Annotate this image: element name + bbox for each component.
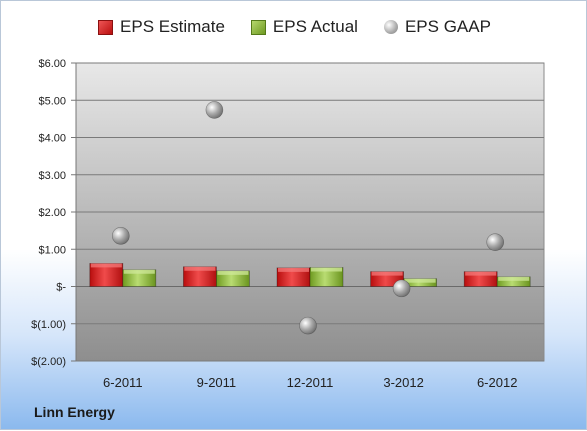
bar-eps-actual-top bbox=[217, 270, 249, 275]
legend-swatch-eps-actual bbox=[250, 19, 266, 35]
legend-item-eps-actual: EPS Actual bbox=[250, 17, 358, 37]
y-tick-label: $4.00 bbox=[38, 133, 66, 145]
legend-label-eps-actual: EPS Actual bbox=[272, 17, 358, 36]
x-tick-label: 3-2012 bbox=[383, 375, 423, 390]
y-tick-label: $6.00 bbox=[38, 58, 66, 70]
point-eps-gaap bbox=[299, 316, 317, 335]
legend-item-eps-estimate: EPS Estimate bbox=[98, 17, 225, 37]
point-eps-gaap bbox=[112, 227, 130, 245]
legend: EPS Estimate EPS Actual EPS GAAP bbox=[1, 17, 587, 37]
y-tick-label: $(1.00) bbox=[31, 319, 66, 331]
y-tick-label: $2.00 bbox=[38, 207, 66, 219]
bar-eps-actual-top bbox=[404, 278, 436, 283]
x-tick-label: 6-2011 bbox=[103, 375, 143, 390]
x-tick-label: 6-2012 bbox=[477, 375, 517, 390]
bar-eps-estimate-top bbox=[465, 271, 497, 276]
legend-label-eps-gaap: EPS GAAP bbox=[404, 17, 491, 36]
y-tick-label: $5.00 bbox=[38, 95, 66, 107]
bar-eps-estimate-top bbox=[184, 266, 216, 271]
bar-eps-estimate-top bbox=[278, 267, 309, 272]
point-eps-gaap bbox=[205, 101, 224, 119]
y-tick-label: $(2.00) bbox=[31, 356, 66, 368]
bar-eps-actual-top bbox=[123, 269, 155, 274]
bar-eps-estimate-top bbox=[371, 271, 403, 276]
legend-swatch-eps-gaap bbox=[383, 20, 398, 34]
y-tick-label: $- bbox=[56, 282, 66, 294]
bar-eps-actual-top bbox=[311, 267, 342, 272]
y-tick-label: $3.00 bbox=[38, 170, 66, 182]
x-tick-label: 12-2011 bbox=[287, 375, 334, 390]
x-tick-label: 9-2011 bbox=[197, 375, 237, 390]
legend-swatch-eps-estimate bbox=[98, 19, 114, 35]
y-tick-label: $1.00 bbox=[38, 244, 66, 256]
point-eps-gaap bbox=[486, 233, 505, 251]
bar-eps-actual-top bbox=[498, 276, 530, 281]
legend-item-eps-gaap: EPS GAAP bbox=[383, 17, 491, 37]
bar-eps-estimate-top bbox=[90, 263, 122, 268]
company-name: Linn Energy bbox=[34, 404, 115, 420]
point-eps-gaap bbox=[392, 279, 411, 298]
legend-label-eps-estimate: EPS Estimate bbox=[120, 17, 225, 36]
